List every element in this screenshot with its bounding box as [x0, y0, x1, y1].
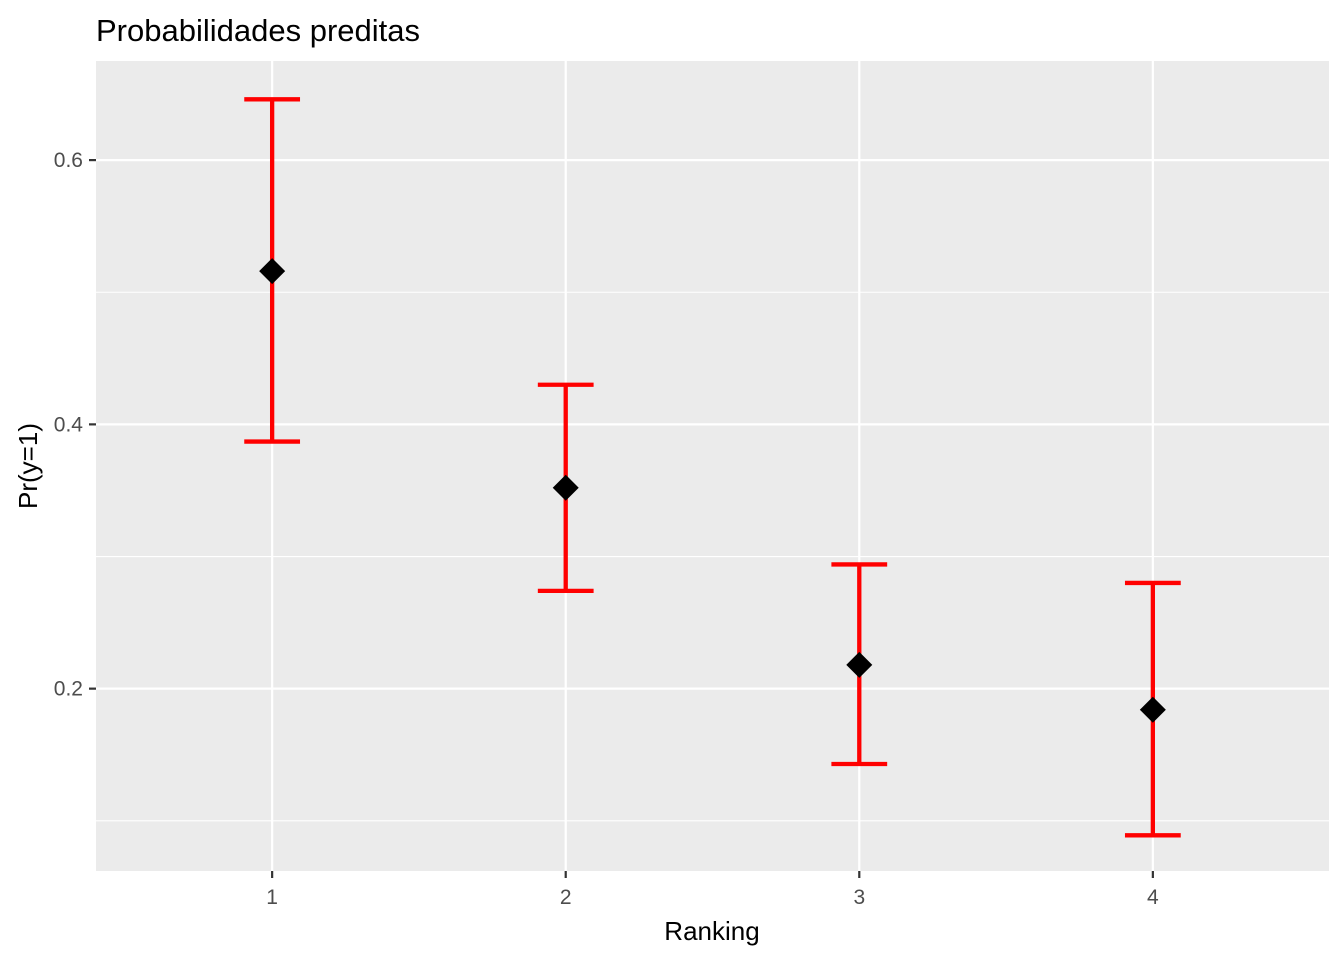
y-axis-title: Pr(y=1) [13, 423, 43, 509]
data-point [846, 651, 873, 678]
data-point [552, 474, 579, 501]
x-tick-label: 3 [853, 886, 865, 909]
x-tick-label: 1 [266, 886, 278, 909]
x-axis-title: Ranking [664, 916, 759, 946]
x-tick-label: 2 [560, 886, 572, 909]
x-axis: 1 2 3 4 [266, 871, 1159, 909]
data-point [1139, 696, 1166, 723]
chart-title: Probabilidades preditas [96, 13, 420, 48]
data-point [259, 258, 286, 285]
plot-panel [96, 61, 1329, 871]
grid-minor [96, 291, 1329, 822]
y-tick-label: 0.2 [54, 678, 83, 701]
x-tick-label: 4 [1147, 886, 1159, 909]
y-tick-label: 0.6 [54, 149, 83, 172]
y-axis: 0.2 0.4 0.6 [54, 149, 96, 701]
y-tick-label: 0.4 [54, 413, 84, 436]
points [259, 258, 1166, 723]
